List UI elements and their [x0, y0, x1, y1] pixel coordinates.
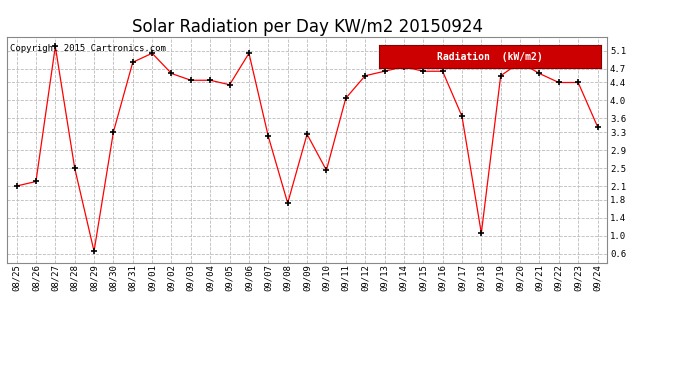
Text: Copyright 2015 Cartronics.com: Copyright 2015 Cartronics.com: [10, 44, 166, 53]
Title: Solar Radiation per Day KW/m2 20150924: Solar Radiation per Day KW/m2 20150924: [132, 18, 482, 36]
